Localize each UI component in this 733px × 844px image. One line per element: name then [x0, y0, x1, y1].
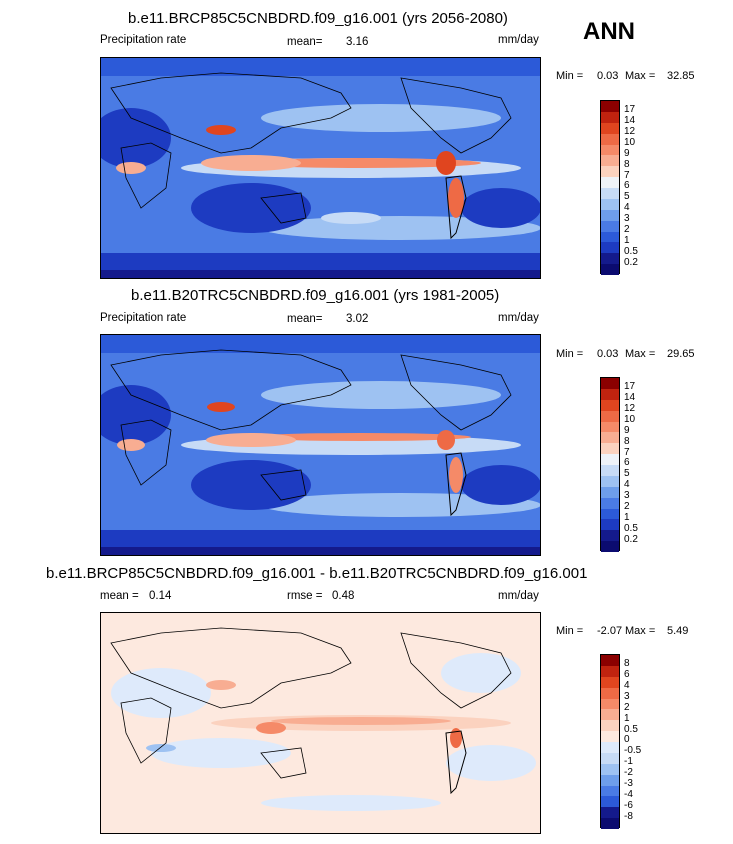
panel2-level-label: 1 — [624, 512, 630, 523]
panel1-level-label: 2 — [624, 224, 630, 235]
panel2-precip-map — [100, 334, 541, 556]
panel2-mean-value: 3.02 — [346, 313, 369, 325]
panel2-level-label: 4 — [624, 479, 630, 490]
panel3-min-label: Min = — [556, 625, 584, 637]
panel3-level-label: 8 — [624, 658, 630, 669]
panel3-level-label: 3 — [624, 691, 630, 702]
panel3-level-label: -2 — [624, 767, 633, 778]
panel1-level-label: 6 — [624, 180, 630, 191]
panel2-level-label: 9 — [624, 425, 630, 436]
panel3-difference-map — [100, 612, 541, 834]
panel1-level-label: 10 — [624, 137, 636, 148]
panel2-level-label: 17 — [624, 381, 636, 392]
panel2-min-label: Min = — [556, 348, 584, 360]
panel1-level-label: 0.2 — [624, 257, 638, 268]
season-label: ANN — [583, 18, 635, 45]
panel3-mean-label: mean = — [100, 590, 139, 602]
panel2-level-label: 3 — [624, 490, 630, 501]
panel3-mean-value: 0.14 — [149, 590, 172, 602]
panel2-level-label: 12 — [624, 403, 636, 414]
panel1-variable: Precipitation rate — [100, 34, 187, 46]
panel3-level-label: 4 — [624, 680, 630, 691]
panel3-level-label: -6 — [624, 800, 633, 811]
panel1-min-label: Min = — [556, 70, 584, 82]
panel3-min-value: -2.07 — [597, 625, 623, 637]
panel1-max-value: 32.85 — [667, 70, 695, 82]
panel2-title: b.e11.B20TRC5CNBDRD.f09_g16.001 (yrs 198… — [131, 287, 500, 304]
panel1-min-value: 0.03 — [597, 70, 619, 82]
panel1-level-label: 7 — [624, 170, 630, 181]
panel2-level-label: 10 — [624, 414, 636, 425]
panel1-units: mm/day — [498, 34, 539, 46]
panel1-mean-label: mean= — [287, 36, 323, 48]
panel2-max-label: Max = — [625, 348, 656, 360]
panel3-level-label: 6 — [624, 669, 630, 680]
panel1-level-label: 14 — [624, 115, 636, 126]
panel2-level-label: 14 — [624, 392, 636, 403]
panel3-rmse-value: 0.48 — [332, 590, 355, 602]
panel1-title: b.e11.BRCP85C5CNBDRD.f09_g16.001 (yrs 20… — [128, 10, 508, 27]
panel1-mean-value: 3.16 — [346, 36, 369, 48]
panel2-mean-label: mean= — [287, 313, 323, 325]
panel1-level-label: 0.5 — [624, 246, 638, 257]
panel1-level-label: 12 — [624, 126, 636, 137]
panel1-level-label: 3 — [624, 213, 630, 224]
panel2-level-label: 2 — [624, 501, 630, 512]
panel3-level-label: -0.5 — [624, 745, 642, 756]
panel1-max-label: Max = — [625, 70, 656, 82]
panel3-rmse-label: rmse = — [287, 590, 323, 602]
panel2-level-label: 0.2 — [624, 534, 638, 545]
panel3-level-label: -1 — [624, 756, 633, 767]
panel1-level-label: 4 — [624, 202, 630, 213]
panel2-level-label: 0.5 — [624, 523, 638, 534]
panel1-level-label: 1 — [624, 235, 630, 246]
panel1-map-svg — [101, 58, 540, 278]
panel3-max-label: Max = — [625, 625, 656, 637]
panel3-level-label: 1 — [624, 713, 630, 724]
panel2-min-value: 0.03 — [597, 348, 619, 360]
panel3-level-label: 0 — [624, 734, 630, 745]
panel3-level-label: -3 — [624, 778, 633, 789]
panel3-level-label: 0.5 — [624, 724, 638, 735]
panel2-level-label: 7 — [624, 447, 630, 458]
panel1-level-label: 17 — [624, 104, 636, 115]
panel1-precip-map — [100, 57, 541, 279]
panel2-colorbar — [600, 377, 620, 552]
panel2-max-value: 29.65 — [667, 348, 695, 360]
panel3-level-label: -8 — [624, 811, 633, 822]
panel1-level-label: 5 — [624, 191, 630, 202]
panel3-max-value: 5.49 — [667, 625, 689, 637]
panel1-level-label: 8 — [624, 159, 630, 170]
panel2-level-label: 5 — [624, 468, 630, 479]
panel3-map-svg — [101, 613, 540, 833]
panel2-variable: Precipitation rate — [100, 312, 187, 324]
panel3-units: mm/day — [498, 590, 539, 602]
panel3-level-label: -4 — [624, 789, 633, 800]
panel1-level-label: 9 — [624, 148, 630, 159]
panel2-units: mm/day — [498, 312, 539, 324]
panel2-level-label: 8 — [624, 436, 630, 447]
panel3-title: b.e11.BRCP85C5CNBDRD.f09_g16.001 - b.e11… — [46, 565, 588, 582]
panel2-level-label: 6 — [624, 457, 630, 468]
panel3-level-label: 2 — [624, 702, 630, 713]
panel3-colorbar — [600, 654, 620, 829]
panel1-colorbar — [600, 100, 620, 275]
panel2-map-svg — [101, 335, 540, 555]
